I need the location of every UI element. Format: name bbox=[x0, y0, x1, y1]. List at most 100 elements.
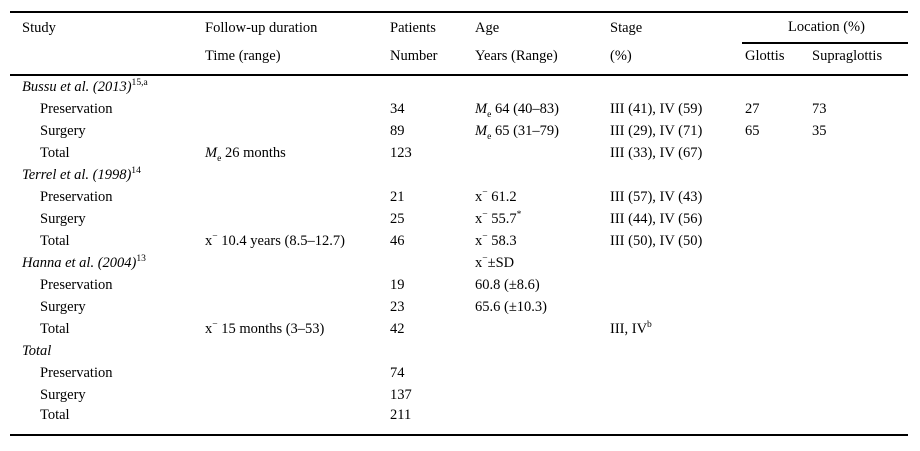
study-group-row: Bussu et al. (2013)15,a bbox=[10, 75, 908, 100]
col-header-patients: Patients bbox=[390, 20, 436, 37]
cell-stage bbox=[610, 276, 742, 298]
study-group-row: Terrel et al. (1998)14 bbox=[10, 166, 908, 188]
cell-patients bbox=[390, 75, 475, 100]
table-body: Bussu et al. (2013)15,a Preservation 34 Me … bbox=[10, 75, 908, 435]
cell-age bbox=[475, 342, 610, 364]
table-row: Total x− 15 months (3–53) 42 III, IVb bbox=[10, 320, 908, 342]
cell-glottis bbox=[742, 188, 808, 210]
col-header-study-sub bbox=[10, 43, 205, 75]
cell-stage: III (44), IV (56) bbox=[610, 211, 703, 227]
cell-supraglottis bbox=[808, 364, 908, 386]
cell-patients: 25 bbox=[390, 211, 405, 227]
cell-followup: Me 26 months bbox=[205, 145, 286, 164]
table-row: Surgery 23 65.6 (±10.3) bbox=[10, 298, 908, 320]
cell-study: Total bbox=[40, 321, 70, 337]
cell-stage: III (41), IV (59) bbox=[610, 101, 703, 117]
table-row: Surgery 137 bbox=[10, 386, 908, 408]
cell-age bbox=[475, 166, 610, 188]
cell-age: Me 65 (31–79) bbox=[475, 123, 560, 142]
table-row: Preservation 74 bbox=[10, 364, 908, 386]
cell-study: Surgery bbox=[40, 387, 86, 403]
cell-age bbox=[475, 144, 610, 166]
cell-supraglottis bbox=[808, 75, 908, 100]
cell-patients: 123 bbox=[390, 145, 412, 161]
cell-age: 65.6 (±10.3) bbox=[475, 299, 547, 315]
cell-age bbox=[475, 320, 610, 342]
cell-followup bbox=[205, 298, 390, 320]
cell-glottis bbox=[742, 386, 808, 408]
cell-supraglottis bbox=[808, 166, 908, 188]
cell-study: Surgery bbox=[40, 123, 86, 139]
cell-followup bbox=[205, 386, 390, 408]
cell-patients: 34 bbox=[390, 101, 405, 117]
cell-stage bbox=[610, 298, 742, 320]
cell-stage bbox=[610, 386, 742, 408]
cell-glottis bbox=[742, 320, 808, 342]
cell-stage: III (50), IV (50) bbox=[610, 233, 703, 249]
cell-age bbox=[475, 408, 610, 435]
cell-supraglottis bbox=[808, 188, 908, 210]
cell-glottis bbox=[742, 75, 808, 100]
cell-supraglottis: 35 bbox=[812, 123, 827, 139]
cell-study: Total bbox=[40, 406, 70, 423]
cell-glottis bbox=[742, 254, 808, 276]
cell-glottis bbox=[742, 144, 808, 166]
cell-supraglottis bbox=[808, 276, 908, 298]
table-row: Total x− 10.4 years (8.5–12.7) 46 x− 58.3 II… bbox=[10, 232, 908, 254]
cell-glottis bbox=[742, 364, 808, 386]
cell-age: x− 55.7* bbox=[475, 209, 522, 227]
table-row: Surgery 25 x− 55.7* III (44), IV (56) bbox=[10, 210, 908, 232]
cell-patients: 89 bbox=[390, 123, 405, 139]
cell-stage: III (29), IV (71) bbox=[610, 123, 703, 139]
cell-patients bbox=[390, 166, 475, 188]
cell-followup bbox=[205, 100, 390, 122]
cell-study: Preservation bbox=[40, 365, 113, 381]
col-header-stage-sub: (%) bbox=[610, 48, 632, 65]
col-header-stage: Stage bbox=[610, 20, 643, 37]
cell-patients: 21 bbox=[390, 189, 405, 205]
cell-stage bbox=[610, 254, 742, 276]
cell-glottis: 65 bbox=[745, 123, 760, 139]
cell-glottis bbox=[742, 166, 808, 188]
cell-age: x− 58.3 bbox=[475, 231, 517, 249]
cell-glottis bbox=[742, 232, 808, 254]
cell-patients: 137 bbox=[390, 387, 412, 403]
table-row: Total 211 bbox=[10, 406, 908, 435]
table-row: Preservation 21 x− 61.2 III (57), IV (43) bbox=[10, 188, 908, 210]
cell-followup bbox=[205, 408, 390, 435]
table-header: Study Follow-up duration Patients Age St… bbox=[10, 12, 908, 75]
cell-supraglottis bbox=[808, 342, 908, 364]
cell-glottis bbox=[742, 276, 808, 298]
study-group-row: Total bbox=[10, 342, 908, 364]
table-row: Preservation 34 Me 64 (40–83) III (41), IV … bbox=[10, 100, 908, 122]
study-comparison-table: Study Follow-up duration Patients Age St… bbox=[10, 11, 908, 436]
cell-followup bbox=[205, 364, 390, 386]
cell-age: 60.8 (±8.6) bbox=[475, 277, 540, 293]
cell-study: Hanna et al. (2004)13 bbox=[22, 253, 146, 271]
cell-supraglottis bbox=[808, 254, 908, 276]
cell-patients bbox=[390, 254, 475, 276]
cell-supraglottis bbox=[808, 320, 908, 342]
cell-followup bbox=[205, 75, 390, 100]
cell-age bbox=[475, 364, 610, 386]
cell-supraglottis bbox=[808, 144, 908, 166]
cell-supraglottis bbox=[808, 298, 908, 320]
col-header-location: Location (%) bbox=[742, 12, 908, 44]
cell-stage bbox=[610, 75, 742, 100]
cell-stage bbox=[610, 166, 742, 188]
cell-supraglottis bbox=[808, 386, 908, 408]
cell-study: Terrel et al. (1998)14 bbox=[22, 165, 141, 183]
cell-study: Bussu et al. (2013)15,a bbox=[22, 77, 148, 95]
cell-study: Surgery bbox=[40, 211, 86, 227]
col-header-patients-sub: Number bbox=[390, 48, 438, 65]
col-header-followup: Follow-up duration bbox=[205, 20, 318, 37]
table-header-row-2: Time (range) Number Years (Range) (%) Gl… bbox=[10, 43, 908, 75]
cell-stage: III, IVb bbox=[610, 319, 652, 337]
col-header-age-sub: Years (Range) bbox=[475, 48, 558, 65]
cell-stage: III (57), IV (43) bbox=[610, 189, 703, 205]
cell-followup: x− 15 months (3–53) bbox=[205, 319, 325, 337]
cell-age bbox=[475, 75, 610, 100]
table-row: Total Me 26 months 123 III (33), IV (67) bbox=[10, 144, 908, 166]
cell-glottis bbox=[742, 210, 808, 232]
